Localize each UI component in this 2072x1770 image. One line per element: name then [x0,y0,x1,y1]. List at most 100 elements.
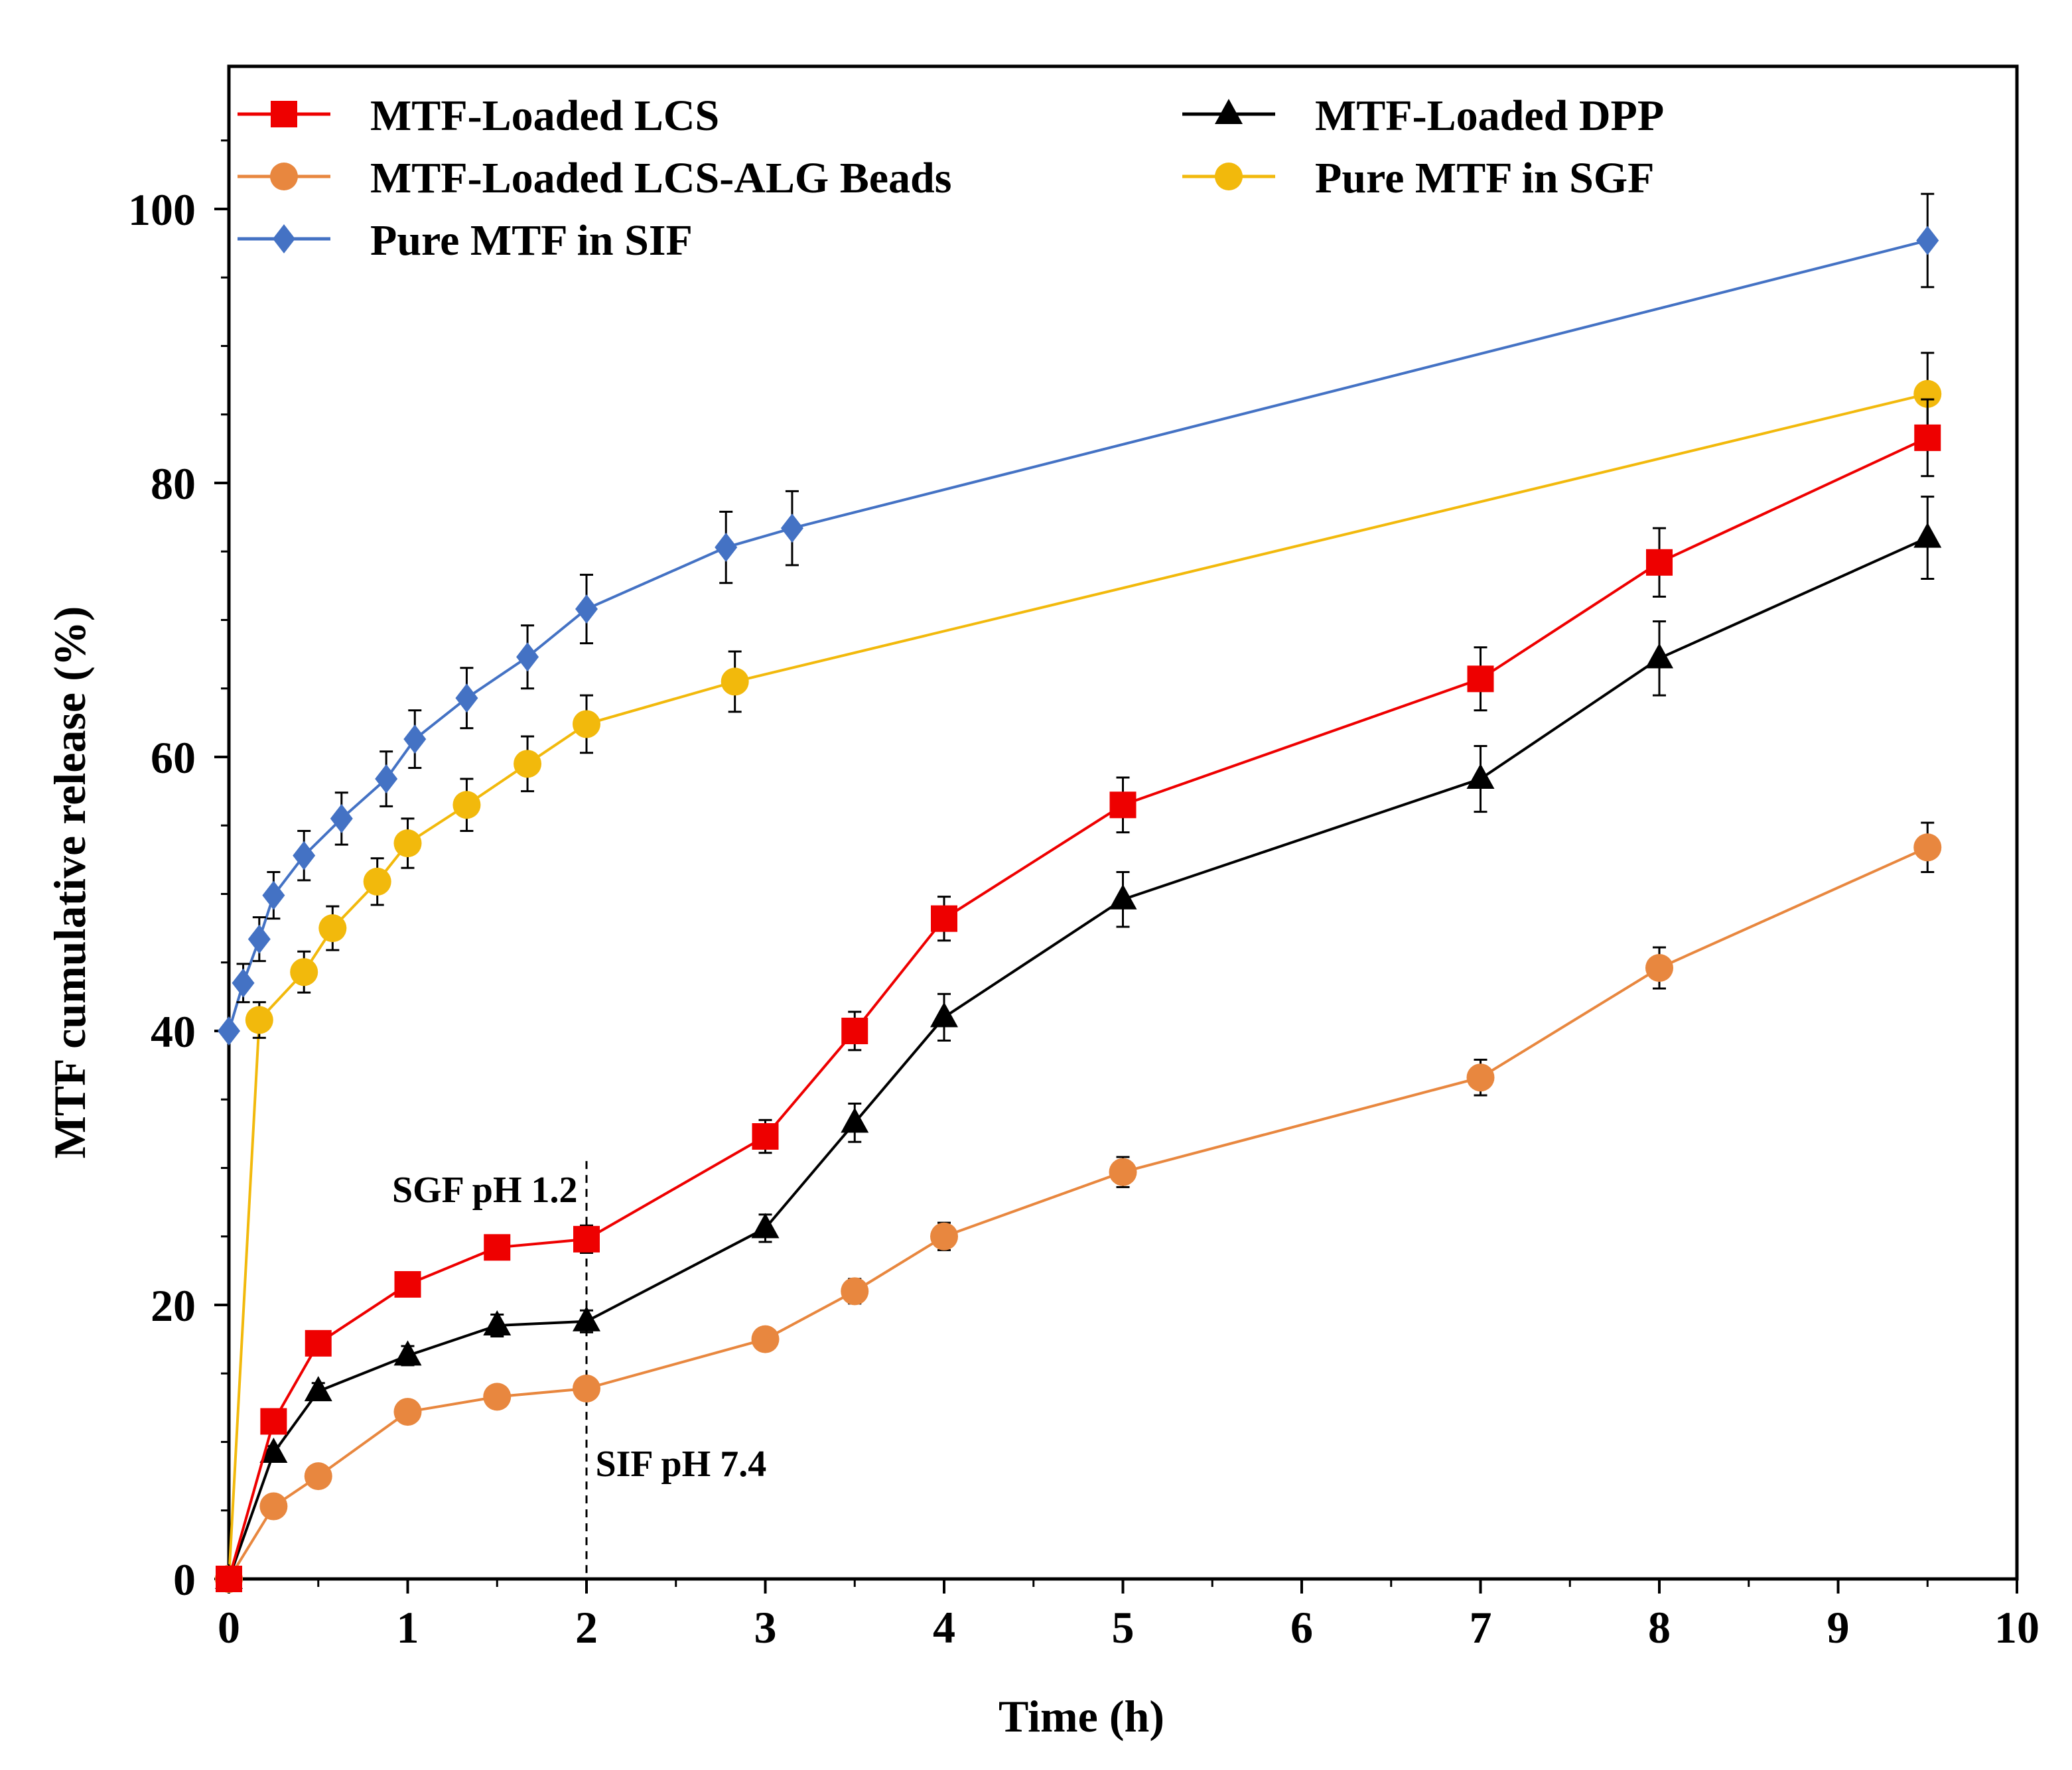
data-point-pure-mtf-in-sif [575,594,598,624]
data-point-pure-mtf-in-sgf [318,914,347,943]
legend-entry-pure-mtf-in-sif: Pure MTF in SIF [238,216,693,265]
data-point-mtf-loaded-lcs-alg-beads [751,1325,780,1353]
legend-marker-swatch [271,101,297,127]
data-point-mtf-loaded-lcs [573,1225,600,1253]
series-pure-mtf-in-sif [218,192,1939,1046]
data-point-mtf-loaded-lcs-alg-beads [304,1462,332,1491]
data-point-pure-mtf-in-sif [232,968,255,998]
data-point-pure-mtf-in-sif [218,1016,240,1046]
y-tick-label-0: 0 [173,1554,196,1605]
legend-entry-mtf-loaded-lcs-alg-beads: MTF-Loaded LCS-ALG Beads [238,154,951,202]
legend-entry-pure-mtf-in-sgf: Pure MTF in SGF [1182,154,1655,202]
x-tick-label-4: 4 [933,1602,955,1653]
x-tick-label-10: 10 [1994,1602,2039,1653]
series-group [215,192,1942,1593]
data-point-mtf-loaded-dpp [259,1438,288,1464]
data-point-pure-mtf-in-sif [455,683,478,713]
x-tick-label-9: 9 [1827,1602,1850,1653]
data-point-mtf-loaded-lcs-alg-beads [573,1374,600,1402]
data-point-mtf-loaded-lcs-alg-beads [483,1383,512,1411]
data-point-mtf-loaded-lcs [931,905,957,932]
y-tick-label-20: 20 [151,1280,196,1331]
legend-marker-swatch [270,163,298,190]
data-point-mtf-loaded-lcs-alg-beads [259,1492,288,1521]
data-point-pure-mtf-in-sgf [452,791,481,819]
data-point-mtf-loaded-dpp [1466,764,1495,789]
legend-marker-swatch [1215,99,1243,124]
x-tick-label-0: 0 [218,1602,240,1653]
legend-label-pure-mtf-in-sif: Pure MTF in SIF [370,216,693,265]
x-tick-label-5: 5 [1112,1602,1135,1653]
data-point-mtf-loaded-lcs [841,1018,868,1044]
data-point-mtf-loaded-dpp [304,1376,332,1402]
data-point-pure-mtf-in-sif [516,642,539,672]
legend-label-mtf-loaded-dpp: MTF-Loaded DPP [1315,92,1664,140]
data-point-mtf-loaded-lcs-alg-beads [1466,1063,1495,1092]
y-tick-label-40: 40 [151,1006,196,1057]
y-tick-label-80: 80 [151,458,196,509]
x-axis-title: Time (h) [999,1691,1164,1741]
legend-label-pure-mtf-in-sgf: Pure MTF in SGF [1315,154,1655,202]
data-point-mtf-loaded-dpp [930,1002,958,1028]
data-point-mtf-loaded-lcs [1109,791,1137,819]
data-point-mtf-loaded-dpp [841,1107,869,1133]
data-point-mtf-loaded-dpp [1109,884,1137,910]
x-tick-label-8: 8 [1648,1602,1671,1653]
x-tick-label-1: 1 [397,1602,419,1653]
legend-entry-mtf-loaded-lcs: MTF-Loaded LCS [238,92,719,140]
data-point-mtf-loaded-dpp [751,1213,780,1239]
data-point-pure-mtf-in-sgf [573,710,600,738]
data-point-pure-mtf-in-sgf [1913,379,1942,408]
data-point-pure-mtf-in-sif [375,764,398,794]
data-point-pure-mtf-in-sgf [514,750,542,778]
data-point-mtf-loaded-lcs [260,1408,287,1435]
data-point-pure-mtf-in-sgf [245,1006,273,1034]
series-mtf-loaded-lcs [216,398,1941,1592]
legend-label-mtf-loaded-lcs: MTF-Loaded LCS [370,92,719,140]
data-point-pure-mtf-in-sif [715,533,738,563]
data-point-pure-mtf-in-sif [293,841,316,870]
series-mtf-loaded-dpp [215,496,1942,1589]
data-point-mtf-loaded-lcs-alg-beads [841,1277,869,1306]
data-point-mtf-loaded-lcs [1646,549,1673,576]
data-point-mtf-loaded-lcs-alg-beads [1109,1158,1137,1186]
legend-entry-mtf-loaded-dpp: MTF-Loaded DPP [1182,92,1664,140]
x-tick-label-6: 6 [1290,1602,1313,1653]
data-point-pure-mtf-in-sgf [721,667,749,696]
data-point-mtf-loaded-dpp [483,1310,512,1335]
y-axis-title: MTF cumulative release (%) [44,606,95,1159]
data-point-pure-mtf-in-sgf [290,958,318,987]
annotation-sgf-ph: SGF pH 1.2 [392,1170,578,1211]
data-point-mtf-loaded-lcs-alg-beads [1645,954,1673,983]
data-point-mtf-loaded-lcs [484,1234,511,1261]
data-point-pure-mtf-in-sif [262,880,285,910]
data-point-mtf-loaded-lcs [216,1566,242,1592]
data-point-mtf-loaded-lcs [1914,424,1941,451]
legend-label-mtf-loaded-lcs-alg-beads: MTF-Loaded LCS-ALG Beads [370,154,951,202]
series-mtf-loaded-lcs-alg-beads [215,821,1942,1593]
legend-marker-swatch [1215,163,1243,190]
data-point-pure-mtf-in-sif [330,803,353,833]
data-point-pure-mtf-in-sif [1916,226,1939,255]
x-tick-label-7: 7 [1470,1602,1492,1653]
data-point-mtf-loaded-lcs-alg-beads [930,1222,958,1251]
data-point-mtf-loaded-lcs [305,1329,332,1357]
data-point-mtf-loaded-lcs-alg-beads [393,1398,422,1426]
annotation-sif-ph: SIF pH 7.4 [595,1444,766,1485]
data-point-mtf-loaded-lcs [394,1271,421,1298]
data-point-mtf-loaded-lcs [1467,665,1494,693]
y-tick-label-100: 100 [128,184,196,235]
data-point-pure-mtf-in-sgf [363,867,391,896]
annotations: SGF pH 1.2 SIF pH 7.4 [392,1170,766,1485]
data-point-mtf-loaded-dpp [1913,522,1942,548]
y-tick-label-60: 60 [151,732,196,783]
legend: MTF-Loaded LCS MTF-Loaded DPP MTF-Loaded… [238,92,1664,265]
data-point-mtf-loaded-dpp [573,1306,600,1331]
data-point-mtf-loaded-lcs-alg-beads [1913,833,1942,862]
x-tick-label-2: 2 [575,1602,598,1653]
data-point-pure-mtf-in-sif [780,513,803,543]
data-point-mtf-loaded-lcs [752,1123,779,1150]
data-point-pure-mtf-in-sif [247,924,271,954]
